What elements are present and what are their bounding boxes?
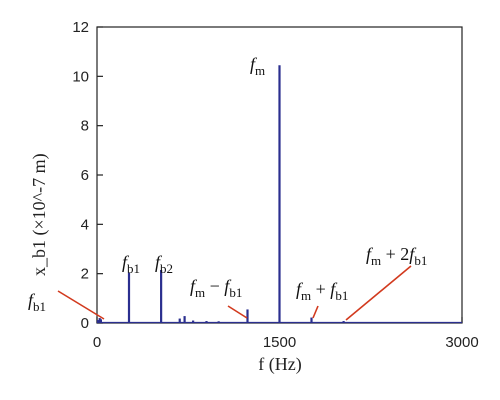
- annotation-label: fb1: [28, 290, 46, 314]
- annotation-label: fb1: [122, 252, 140, 276]
- y-axis-label: x_b1 (×10^-7 m): [29, 153, 50, 276]
- y-tick-label: 12: [72, 19, 89, 36]
- annotation-label: fm − fb1: [190, 276, 242, 300]
- x-tick-label: 3000: [445, 334, 478, 351]
- x-tick-label: 0: [93, 334, 101, 351]
- series-spectrum: [97, 65, 462, 323]
- x-tick-label: 1500: [263, 334, 296, 351]
- annotation-label: fm + 2fb1: [366, 244, 427, 268]
- y-tick-label: 8: [81, 118, 89, 135]
- annotation-leader: [346, 266, 411, 320]
- y-tick-label: 10: [72, 68, 89, 85]
- y-tick-label: 0: [81, 315, 89, 332]
- annotation-label: fb2: [155, 252, 173, 276]
- annotation-label: fm: [250, 54, 265, 78]
- y-axis: 0 2 4 6 8 10 12: [72, 19, 103, 332]
- y-tick-label: 4: [81, 216, 89, 233]
- x-axis-label: f (Hz): [258, 354, 301, 375]
- annotation-label: fm + fb1: [296, 279, 348, 303]
- annotation-leader: [228, 306, 247, 318]
- y-tick-label: 2: [81, 266, 89, 283]
- annotation-leader: [313, 306, 318, 318]
- y-tick-label: 6: [81, 167, 89, 184]
